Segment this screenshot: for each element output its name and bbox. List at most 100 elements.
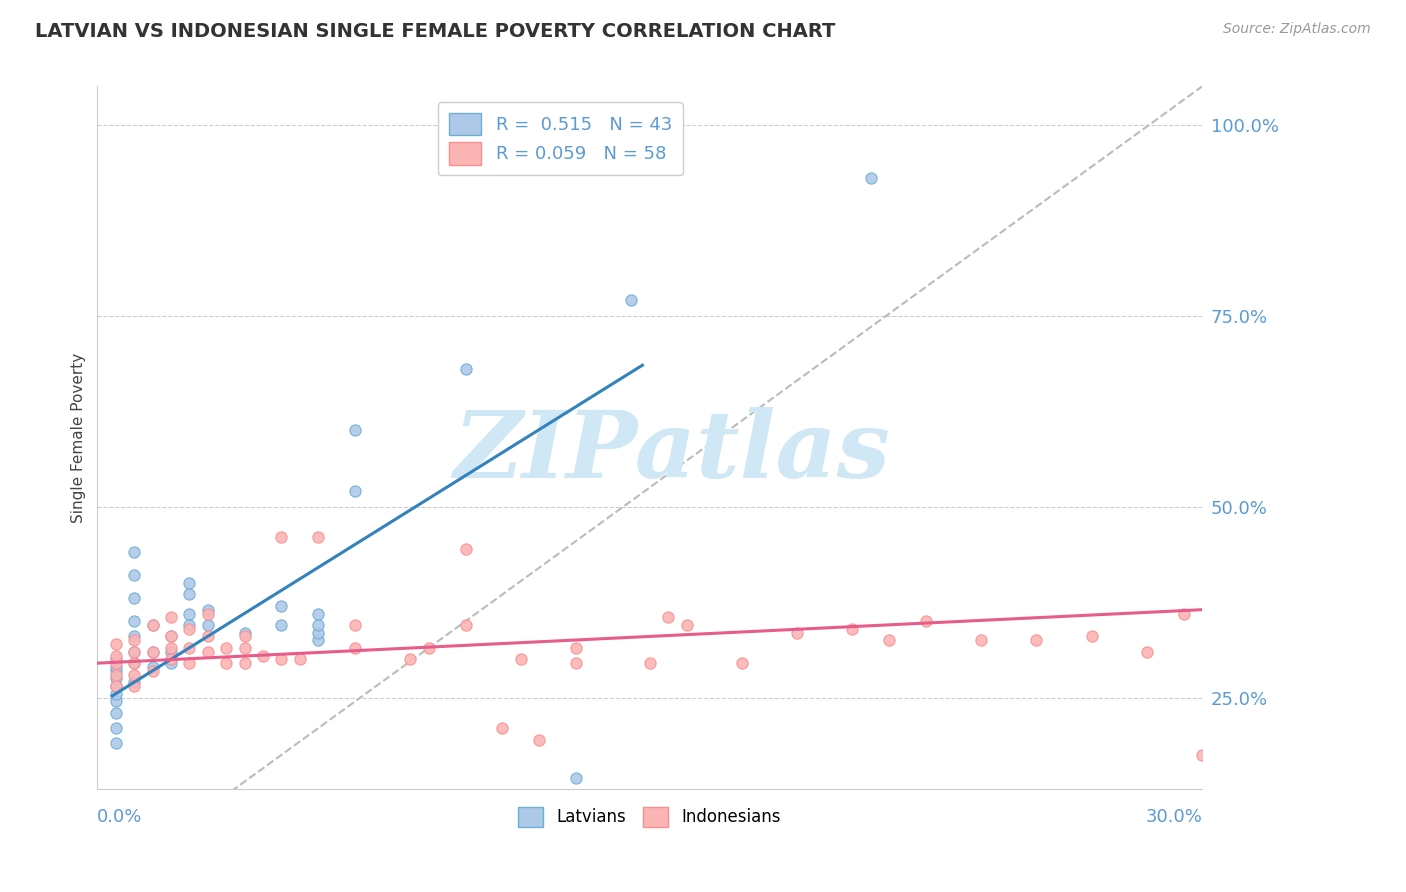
Text: 0.0%: 0.0% (97, 808, 143, 826)
Point (104, 656, 127, 670)
Point (104, 667, 127, 681)
Point (565, 656, 588, 670)
Point (1136, 645, 1159, 659)
Point (233, 625, 256, 640)
Point (104, 637, 127, 651)
Point (915, 614, 938, 628)
Point (454, 541, 477, 556)
Point (565, 771, 588, 785)
Point (104, 664, 127, 678)
Point (104, 736, 127, 750)
Point (122, 667, 145, 681)
Point (122, 679, 145, 693)
Point (104, 721, 127, 735)
Point (179, 587, 201, 601)
Point (344, 484, 367, 499)
Point (160, 645, 183, 659)
Point (104, 648, 127, 663)
Point (307, 530, 329, 544)
Point (122, 591, 145, 606)
Point (179, 640, 201, 655)
Point (122, 568, 145, 582)
Point (529, 732, 551, 747)
Point (160, 629, 183, 643)
Point (859, 171, 882, 186)
Text: LATVIAN VS INDONESIAN SINGLE FEMALE POVERTY CORRELATION CHART: LATVIAN VS INDONESIAN SINGLE FEMALE POVE… (35, 22, 835, 41)
Point (179, 618, 201, 632)
Y-axis label: Single Female Poverty: Single Female Poverty (72, 352, 86, 523)
Point (491, 721, 513, 735)
Point (122, 629, 145, 643)
Point (104, 687, 127, 701)
Point (307, 618, 329, 632)
Point (270, 530, 292, 544)
Point (509, 652, 531, 666)
Point (104, 706, 127, 720)
Point (307, 633, 329, 648)
Point (786, 625, 808, 640)
Point (179, 622, 201, 636)
Point (104, 679, 127, 693)
Point (454, 618, 477, 632)
Point (1191, 747, 1213, 762)
Point (160, 640, 183, 655)
Point (122, 645, 145, 659)
Point (197, 618, 219, 632)
Point (399, 652, 422, 666)
Point (160, 652, 183, 666)
Point (1173, 607, 1195, 621)
Point (179, 576, 201, 591)
Point (197, 607, 219, 621)
Point (142, 618, 165, 632)
Point (104, 652, 127, 666)
Point (122, 645, 145, 659)
Point (122, 633, 145, 648)
Point (104, 679, 127, 693)
Point (179, 656, 201, 670)
Point (565, 640, 588, 655)
Point (233, 656, 256, 670)
Point (142, 618, 165, 632)
Point (197, 645, 219, 659)
Point (344, 640, 367, 655)
Text: Source: ZipAtlas.com: Source: ZipAtlas.com (1223, 22, 1371, 37)
Point (104, 672, 127, 686)
Point (270, 652, 292, 666)
Point (197, 629, 219, 643)
Point (122, 675, 145, 690)
Text: 30.0%: 30.0% (1146, 808, 1202, 826)
Point (731, 656, 754, 670)
Point (657, 610, 679, 624)
Point (344, 618, 367, 632)
Point (638, 656, 661, 670)
Point (675, 618, 697, 632)
Point (122, 545, 145, 559)
Point (1025, 633, 1047, 648)
Point (418, 640, 440, 655)
Point (233, 629, 256, 643)
Text: ZIPatlas: ZIPatlas (453, 407, 890, 497)
Point (142, 645, 165, 659)
Point (307, 625, 329, 640)
Point (160, 656, 183, 670)
Point (160, 629, 183, 643)
Point (122, 656, 145, 670)
Point (142, 664, 165, 678)
Legend: Latvians, Indonesians: Latvians, Indonesians (512, 800, 787, 834)
Point (179, 607, 201, 621)
Point (142, 660, 165, 674)
Point (233, 640, 256, 655)
Point (252, 648, 274, 663)
Point (877, 633, 900, 648)
Point (104, 660, 127, 674)
Point (122, 656, 145, 670)
Point (197, 603, 219, 617)
Point (142, 645, 165, 659)
Point (215, 656, 238, 670)
Point (270, 599, 292, 613)
Point (841, 622, 863, 636)
Point (160, 610, 183, 624)
Point (122, 614, 145, 628)
Point (620, 293, 643, 308)
Point (1080, 629, 1102, 643)
